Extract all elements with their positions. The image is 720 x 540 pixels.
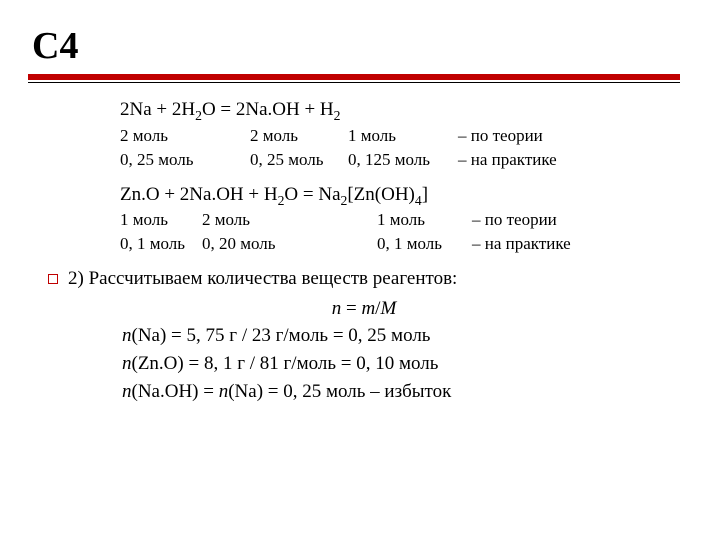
cell: 2 моль <box>120 125 250 148</box>
cell: 0, 1 моль <box>377 233 472 256</box>
eq1-practice-row: 0, 25 моль 0, 25 моль 0, 125 моль – на п… <box>120 149 680 172</box>
thin-rule <box>28 82 680 83</box>
step-2-intro: 2) Рассчитываем количества веществ реаге… <box>48 266 680 292</box>
eq2-practice-row: 0, 1 моль 0, 20 моль 0, 1 моль – на прак… <box>120 233 680 256</box>
calculation-block: 2) Рассчитываем количества веществ реаге… <box>48 266 680 404</box>
content: 2Na + 2H2O = 2Na.OH + H2 2 моль 2 моль 1… <box>28 97 680 404</box>
eq2-theory-row: 1 моль 2 моль 1 моль – по теории <box>120 209 680 232</box>
eq1-theory-row: 2 моль 2 моль 1 моль – по теории <box>120 125 680 148</box>
cell: 1 моль <box>120 209 202 232</box>
equation-block-1: 2Na + 2H2O = 2Na.OH + H2 2 моль 2 моль 1… <box>120 97 680 172</box>
equation-2: Zn.O + 2Na.OH + H2O = Na2[Zn(OH)4] <box>120 182 680 208</box>
step-2-text: 2) Рассчитываем количества веществ реаге… <box>68 266 457 292</box>
cell: 0, 1 моль <box>120 233 202 256</box>
cell: – по теории <box>472 209 680 232</box>
cell: – по теории <box>458 125 680 148</box>
cell: 0, 125 моль <box>348 149 458 172</box>
slide-title: С4 <box>32 24 680 68</box>
calc-zno: n(Zn.O) = 8, 1 г / 81 г/моль = 0, 10 мол… <box>122 351 680 377</box>
bullet-icon <box>48 274 58 284</box>
cell: – на практике <box>458 149 680 172</box>
cell: 0, 25 моль <box>120 149 250 172</box>
equation-block-2: Zn.O + 2Na.OH + H2O = Na2[Zn(OH)4] 1 мол… <box>120 182 680 257</box>
formula-n: n = m/M <box>48 296 680 322</box>
cell: 2 моль <box>202 209 377 232</box>
cell: 0, 20 моль <box>202 233 377 256</box>
cell: 0, 25 моль <box>250 149 348 172</box>
calc-na: n(Na) = 5, 75 г / 23 г/моль = 0, 25 моль <box>122 323 680 349</box>
cell: – на практике <box>472 233 680 256</box>
cell: 2 моль <box>250 125 348 148</box>
calc-naoh: n(Na.OH) = n(Na) = 0, 25 моль – избыток <box>122 379 680 405</box>
cell: 1 моль <box>348 125 458 148</box>
cell: 1 моль <box>377 209 472 232</box>
accent-rule <box>28 74 680 80</box>
equation-1: 2Na + 2H2O = 2Na.OH + H2 <box>120 97 680 123</box>
